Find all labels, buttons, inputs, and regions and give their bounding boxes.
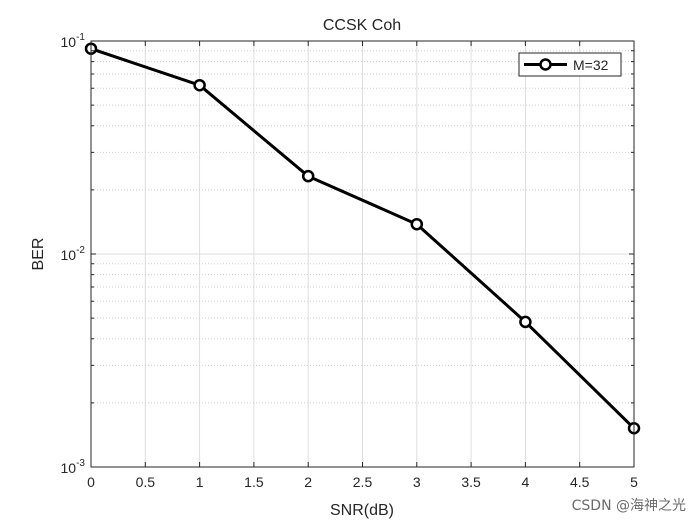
- data-point-marker: [301, 169, 315, 183]
- legend-label: M=32: [573, 57, 609, 73]
- grid-lines: [91, 41, 634, 467]
- y-tick-labels: 10-1 10-2 10-3: [61, 32, 86, 476]
- data-point-marker: [519, 315, 532, 329]
- y-tick-label: 10-3: [61, 458, 86, 476]
- x-tick-label: 4.5: [570, 474, 590, 490]
- x-tick-label: 0.5: [136, 474, 156, 490]
- x-tick-label: 0: [87, 474, 95, 490]
- data-point-marker: [410, 217, 424, 231]
- x-tick-label: 5: [630, 474, 638, 490]
- data-point-marker: [193, 78, 206, 92]
- legend: M=32: [518, 52, 622, 77]
- x-tick-label: 3: [413, 474, 421, 490]
- x-tick-label: 3.5: [461, 474, 481, 490]
- x-tick-label: 1.5: [244, 474, 264, 490]
- chart-title: CCSK Coh: [323, 17, 401, 34]
- x-tick-labels: 0 0.5 1 1.5 2 2.5 3 3.5 4 4.5 5: [87, 474, 638, 490]
- y-tick-label: 10-2: [61, 245, 86, 263]
- y-axis-label: BER: [30, 238, 47, 271]
- series-line: [90, 47, 636, 430]
- x-axis-label: SNR(dB): [330, 502, 394, 519]
- x-tick-label: 2: [304, 474, 312, 490]
- y-tick-label: 10-1: [61, 32, 86, 50]
- x-tick-label: 1: [196, 474, 204, 490]
- legend-marker-swatch: [539, 58, 552, 71]
- watermark: CSDN @海神之光: [571, 498, 686, 514]
- x-tick-label: 2.5: [353, 474, 373, 490]
- x-tick-label: 4: [522, 474, 530, 490]
- tick-marks: [90, 40, 635, 468]
- series-layer: [84, 42, 641, 435]
